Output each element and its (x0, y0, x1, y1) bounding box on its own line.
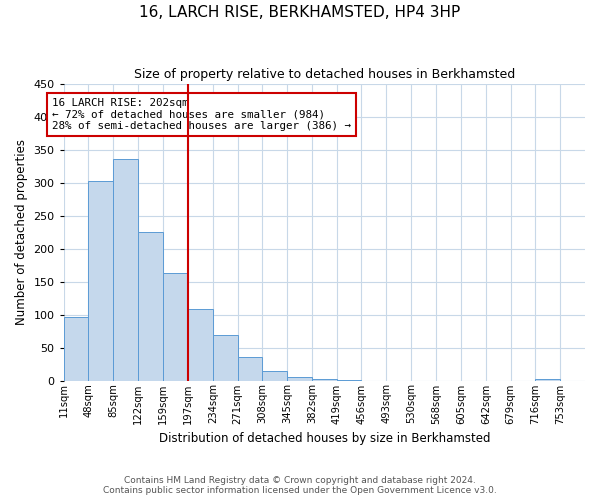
Bar (64, 316, 88, 380)
Bar (535, 379, 560, 380)
Bar (312, 379, 337, 380)
Bar (238, 358, 262, 380)
Bar (287, 377, 312, 380)
X-axis label: Distribution of detached houses by size in Berkhamsted: Distribution of detached houses by size … (158, 432, 490, 445)
Y-axis label: Number of detached properties: Number of detached properties (15, 140, 28, 326)
Title: Size of property relative to detached houses in Berkhamsted: Size of property relative to detached ho… (134, 68, 515, 80)
Text: Contains HM Land Registry data © Crown copyright and database right 2024.
Contai: Contains HM Land Registry data © Crown c… (103, 476, 497, 495)
Bar (138, 232, 163, 380)
Bar (188, 309, 213, 380)
Bar (88, 180, 113, 380)
Text: 16 LARCH RISE: 202sqm
← 72% of detached houses are smaller (984)
28% of semi-det: 16 LARCH RISE: 202sqm ← 72% of detached … (52, 98, 352, 131)
Text: 16, LARCH RISE, BERKHAMSTED, HP4 3HP: 16, LARCH RISE, BERKHAMSTED, HP4 3HP (139, 5, 461, 20)
Bar (213, 335, 238, 380)
Bar (262, 372, 287, 380)
Bar (163, 274, 188, 380)
Bar (113, 159, 138, 380)
